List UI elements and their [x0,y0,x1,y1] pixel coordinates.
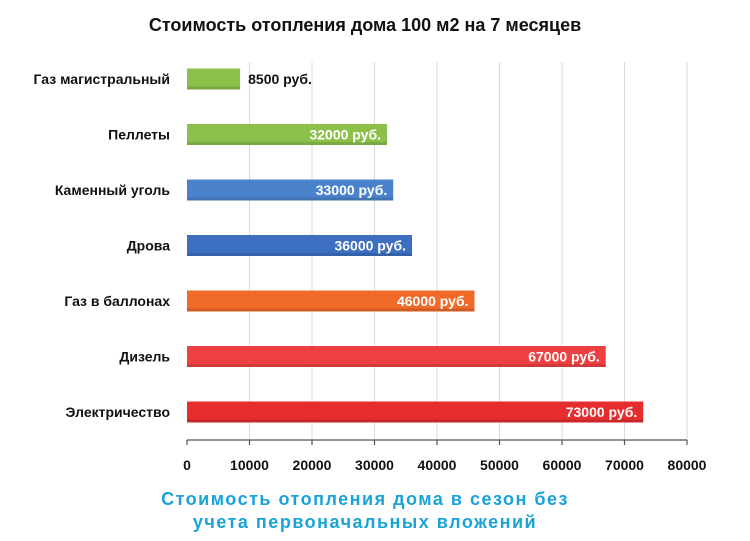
bar-shadow [187,419,644,423]
chart-caption: Стоимость отопления дома в сезон без учет… [161,489,569,532]
bar [187,68,241,90]
x-tick-label: 30000 [355,457,394,473]
category-label: Пеллеты [108,127,170,143]
caption-line: учета первоначальных вложений [193,512,537,532]
x-tick-label: 20000 [293,457,332,473]
category-labels: Газ магистральный Пеллеты Каменный уголь Др… [34,71,171,420]
category-label: Дизель [119,349,170,365]
bar-value-label: 33000 руб. [316,182,388,198]
bar-shadow [187,86,241,90]
bar-shadow [187,142,387,145]
bar-value-label: 73000 руб. [566,404,638,420]
bar-value-label: 46000 руб. [397,293,469,309]
bar-value-label: 32000 руб. [309,127,381,143]
x-tick-label: 70000 [605,457,644,473]
bar-value-label: 8500 руб. [248,71,312,87]
x-axis-tick-labels: 0 10000 20000 30000 40000 50000 60000 70000 8000… [183,440,707,473]
bar [187,235,412,256]
bar [187,401,644,423]
bar [187,179,394,201]
bar-shadow [187,253,412,256]
category-label: Дрова [127,238,170,254]
bar-shadow [187,364,606,367]
x-tick-label: 0 [183,457,191,473]
bars [187,68,644,423]
caption-line: Стоимость отопления дома в сезон без [161,489,569,509]
bar-value-label: 67000 руб. [528,349,600,365]
category-label: Электричество [66,404,170,420]
category-label: Газ в баллонах [64,293,170,309]
value-labels: 8500 руб. 32000 руб. 33000 руб. 36000 руб. 4… [248,71,637,420]
x-tick-label: 50000 [480,457,519,473]
x-tick-label: 60000 [543,457,582,473]
x-tick-label: 80000 [668,457,707,473]
bar-shadow [187,197,394,201]
bar [187,124,387,145]
bar-shadow [187,308,475,312]
category-label: Каменный уголь [55,182,171,198]
bar-value-label: 36000 руб. [334,238,406,254]
bar [187,290,475,312]
x-tick-label: 10000 [230,457,269,473]
x-tick-label: 40000 [418,457,457,473]
bar [187,346,606,367]
category-label: Газ магистральный [34,71,170,87]
chart-title: Стоимость отопления дома 100 м2 на 7 мес… [149,15,581,35]
